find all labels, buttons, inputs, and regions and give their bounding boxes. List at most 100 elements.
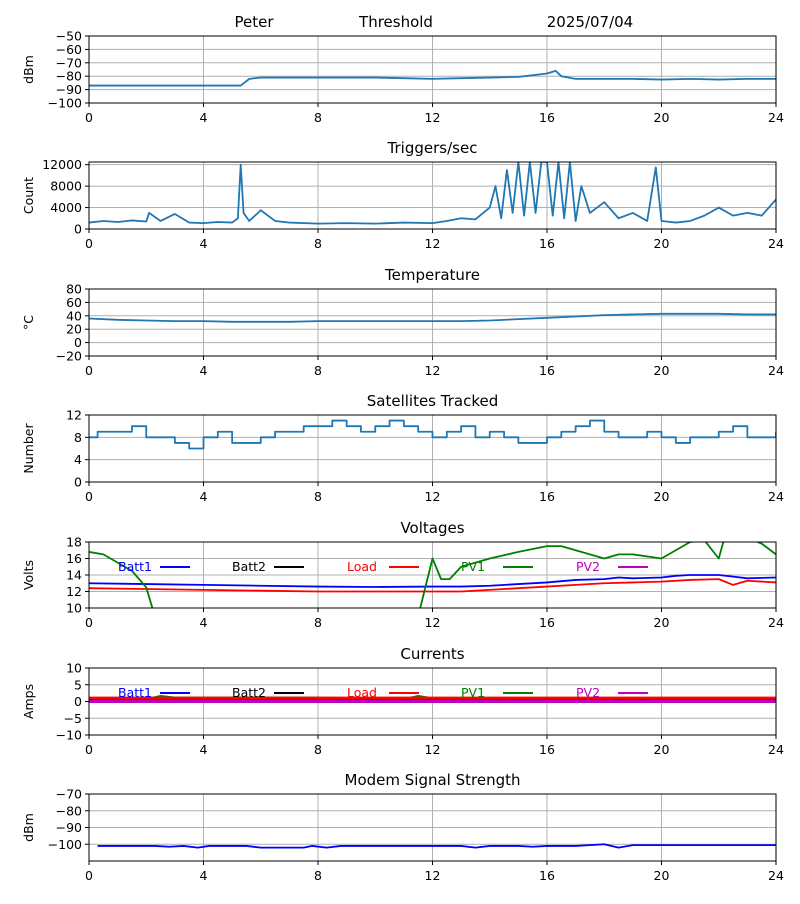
x-tick-label: 24 — [768, 110, 784, 125]
x-tick-label: 8 — [314, 868, 322, 883]
y-tick-label: −70 — [56, 787, 82, 802]
x-tick-label: 0 — [85, 363, 93, 378]
series-line-s0 — [89, 419, 776, 450]
legend-label-pv2: PV2 — [576, 685, 600, 700]
y-tick-label: 18 — [66, 535, 82, 550]
chart-panel-p4: Satellites Tracked Number 0 4 8 12 16 20 24 0 4 8 12 — [21, 392, 784, 504]
x-tick-label: 16 — [539, 868, 555, 883]
series-group — [89, 542, 776, 608]
y-tick-label: 8 — [74, 430, 82, 445]
y-tick-label: 8000 — [50, 179, 82, 194]
x-tick-label: 12 — [425, 489, 441, 504]
x-tick-label: 0 — [85, 489, 93, 504]
y-tick-label: 60 — [66, 295, 82, 310]
x-tick-label: 20 — [654, 742, 670, 757]
legend-label-load: Load — [347, 559, 377, 574]
legend-label-batt2: Batt2 — [232, 559, 266, 574]
y-axis-label: °C — [21, 315, 36, 330]
x-tick-label: 12 — [425, 868, 441, 883]
y-axis-label: Number — [21, 423, 36, 474]
x-tick-label: 24 — [768, 742, 784, 757]
x-tick-label: 12 — [425, 615, 441, 630]
y-tick-label: 14 — [66, 568, 82, 583]
y-tick-label: 12000 — [42, 157, 82, 172]
legend-label-batt2: Batt2 — [232, 685, 266, 700]
y-tick-label: 10 — [66, 601, 82, 616]
chart-title: Temperature — [384, 266, 480, 284]
x-tick-label: 24 — [768, 868, 784, 883]
y-tick-label: −90 — [56, 82, 82, 97]
y-tick-label: −80 — [56, 69, 82, 84]
x-tick-label: 8 — [314, 742, 322, 757]
y-axis-label: Volts — [21, 560, 36, 590]
series-line-s0 — [89, 69, 776, 87]
x-tick-label: 4 — [200, 742, 208, 757]
series-line-Modem — [97, 843, 776, 849]
y-tick-label: −100 — [48, 837, 82, 852]
legend-label-batt1: Batt1 — [118, 685, 152, 700]
y-tick-label: 10 — [66, 661, 82, 676]
x-tick-label: 4 — [200, 489, 208, 504]
y-tick-label: 80 — [66, 282, 82, 297]
x-tick-label: 0 — [85, 110, 93, 125]
y-tick-label: 0 — [74, 222, 82, 237]
series-group — [89, 162, 776, 225]
header-date: 2025/07/04 — [547, 13, 633, 31]
x-tick-label: 4 — [200, 110, 208, 125]
chart-panel-p1: dBm 0 4 8 12 16 20 24 −100−90−80−70−60−50 — [21, 29, 784, 126]
y-tick-label: 12 — [66, 584, 82, 599]
y-axis-label: Count — [21, 177, 36, 214]
y-tick-label: 0 — [74, 694, 82, 709]
series-line-Batt1 — [89, 574, 776, 588]
x-tick-label: 20 — [654, 868, 670, 883]
y-tick-label: −90 — [56, 820, 82, 835]
y-tick-label: 5 — [74, 677, 82, 692]
chart-title: Triggers/sec — [387, 139, 478, 157]
chart-title: Voltages — [400, 519, 464, 537]
header-threshold: Threshold — [358, 13, 433, 31]
y-tick-label: 20 — [66, 322, 82, 337]
x-tick-label: 16 — [539, 489, 555, 504]
x-tick-label: 16 — [539, 110, 555, 125]
x-tick-label: 8 — [314, 615, 322, 630]
y-tick-label: −50 — [56, 29, 82, 44]
x-tick-label: 24 — [768, 363, 784, 378]
x-tick-label: 16 — [539, 615, 555, 630]
y-tick-label: −70 — [56, 55, 82, 70]
y-tick-label: −80 — [56, 803, 82, 818]
x-tick-label: 0 — [85, 236, 93, 251]
x-tick-label: 8 — [314, 489, 322, 504]
series-line-PV1 — [89, 542, 776, 608]
x-tick-label: 24 — [768, 489, 784, 504]
legend-label-pv1: PV1 — [461, 685, 485, 700]
legend-label-batt1: Batt1 — [118, 559, 152, 574]
chart-title: Modem Signal Strength — [345, 771, 521, 789]
y-tick-label: 4000 — [50, 200, 82, 215]
y-tick-label: −60 — [56, 42, 82, 57]
y-tick-label: 0 — [74, 475, 82, 490]
series-group — [89, 419, 776, 450]
x-tick-label: 8 — [314, 236, 322, 251]
x-tick-label: 0 — [85, 742, 93, 757]
y-tick-label: 40 — [66, 308, 82, 323]
x-tick-label: 8 — [314, 363, 322, 378]
header-name: Peter — [234, 13, 274, 31]
chart-title: Currents — [400, 645, 464, 663]
x-tick-label: 12 — [425, 363, 441, 378]
x-tick-label: 4 — [200, 236, 208, 251]
series-group — [97, 843, 776, 849]
y-tick-label: −10 — [56, 728, 82, 743]
chart-panel-p7: Modem Signal Strength dBm 0 4 8 12 16 20 24 −100 −… — [21, 771, 784, 883]
x-tick-label: 24 — [768, 236, 784, 251]
x-tick-label: 4 — [200, 868, 208, 883]
legend-label-load: Load — [347, 685, 377, 700]
x-tick-label: 20 — [654, 615, 670, 630]
series-group — [89, 694, 776, 703]
chart-title: Satellites Tracked — [367, 392, 498, 410]
legend-label-pv2: PV2 — [576, 559, 600, 574]
x-tick-label: 4 — [200, 363, 208, 378]
x-tick-label: 12 — [425, 110, 441, 125]
x-tick-label: 16 — [539, 363, 555, 378]
